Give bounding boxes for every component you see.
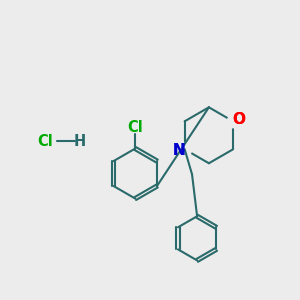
Text: N: N: [173, 143, 186, 158]
Text: Cl: Cl: [38, 134, 53, 149]
Text: O: O: [232, 112, 245, 127]
Text: Cl: Cl: [128, 120, 143, 135]
Text: O: O: [232, 112, 245, 127]
Text: N: N: [173, 143, 186, 158]
Text: H: H: [74, 134, 86, 149]
